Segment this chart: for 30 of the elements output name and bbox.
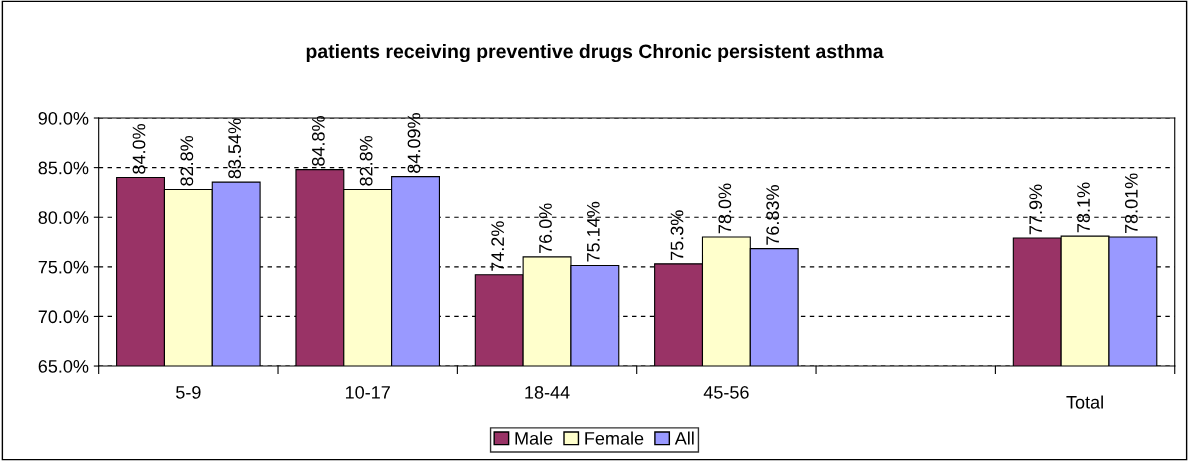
data-label: 76.0%	[539, 203, 552, 253]
y-tick-label: 80.0%	[38, 211, 89, 224]
data-label: 84.09%	[407, 113, 421, 173]
chart-title: patients receiving preventive drugs Chronic persistent asthma	[306, 43, 884, 63]
y-tick-label: 75.0%	[38, 260, 89, 274]
data-label: 77.9%	[1029, 184, 1043, 235]
data-label: 78.1%	[1077, 182, 1090, 233]
x-tick-label: 45-56	[703, 385, 749, 399]
y-tick-label: 70.0%	[38, 310, 89, 324]
x-tick-label: 5-9	[176, 385, 201, 399]
data-label: 84.8%	[311, 116, 325, 166]
data-label: 83.54%	[228, 118, 242, 179]
data-label: 82.8%	[180, 135, 194, 186]
data-label: 74.2%	[491, 221, 504, 271]
x-tick-label: 18-44	[525, 385, 570, 399]
legend-label: Male	[515, 431, 553, 445]
data-label: 84.0%	[132, 124, 146, 174]
legend-label: Female	[585, 431, 644, 445]
x-tick-label: 10-17	[345, 385, 390, 399]
data-label: 78.0%	[718, 183, 732, 234]
data-label: 82.8%	[359, 135, 373, 186]
data-label: 76.83%	[766, 185, 780, 245]
x-tick-label: Total	[1066, 395, 1103, 409]
data-label: 78.01%	[1124, 173, 1138, 234]
y-tick-label: 85.0%	[38, 161, 89, 175]
y-tick-label: 90.0%	[38, 111, 89, 125]
data-label: 75.3%	[670, 210, 684, 260]
y-tick-label: 65.0%	[38, 359, 89, 373]
legend-label: All	[674, 431, 694, 445]
data-label: 75.14%	[587, 201, 600, 262]
